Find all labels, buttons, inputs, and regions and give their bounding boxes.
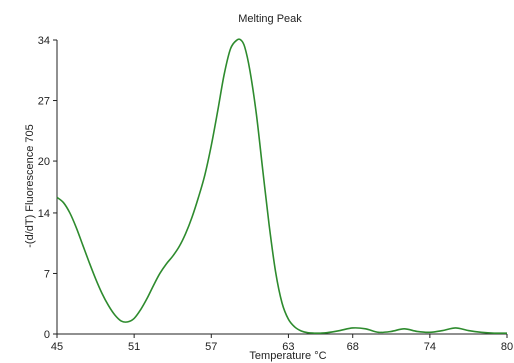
y-tick-label: 20 [38, 156, 50, 168]
series-layer [56, 38, 508, 335]
x-tick-label: 63 [282, 341, 294, 353]
x-tick-label: 80 [501, 341, 513, 353]
y-tick-label: 27 [38, 96, 50, 108]
y-tick-label: 0 [44, 329, 50, 341]
y-tick-label: 34 [38, 35, 50, 47]
x-axis-label: Temperature °C [249, 350, 326, 362]
x-tick-label: 45 [51, 341, 63, 353]
y-axis-label: -(d/dT) Fluorescence 705 [24, 124, 36, 248]
chart-title: Melting Peak [238, 13, 302, 25]
x-tick-label: 74 [424, 341, 436, 353]
series-line [56, 38, 508, 335]
x-tick-label: 51 [128, 341, 140, 353]
y-tick-label: 14 [38, 208, 50, 220]
y-tick-label: 7 [44, 268, 50, 280]
ticks-layer: 45 51 57 63 68 74 80 0 7 14 20 27 34 [38, 35, 513, 353]
x-tick-label: 68 [347, 341, 359, 353]
x-tick-label: 57 [205, 341, 217, 353]
